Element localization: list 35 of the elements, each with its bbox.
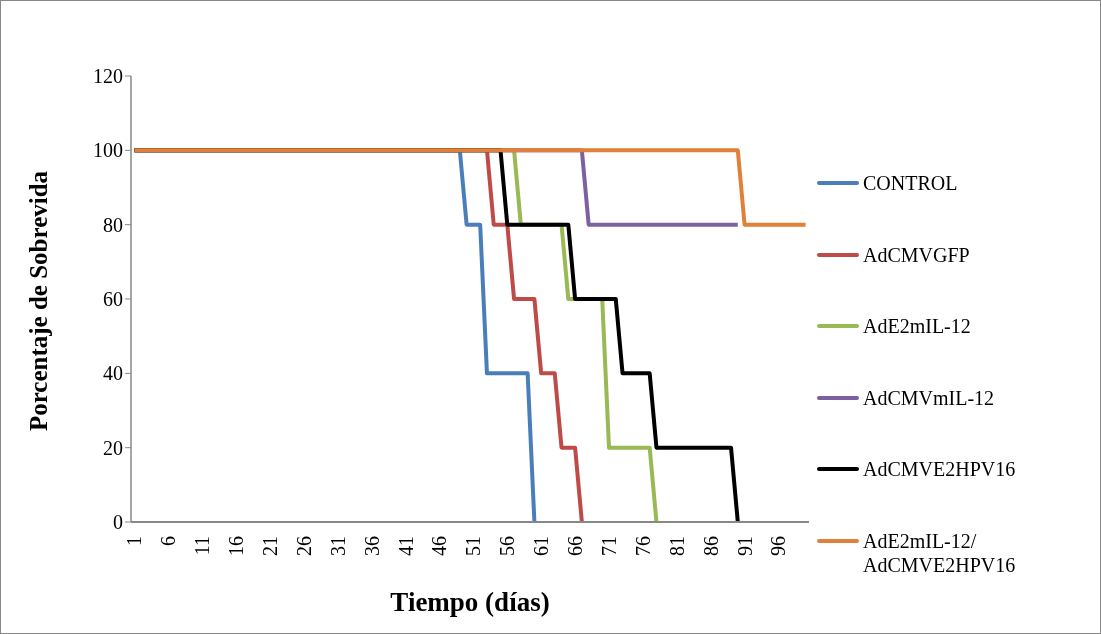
y-tick-label: 40 <box>103 362 123 385</box>
x-tick-label: 31 <box>326 536 349 556</box>
y-tick-label: 80 <box>103 213 123 236</box>
x-tick-label: 56 <box>496 536 519 556</box>
legend-label: AdCMVE2HPV16 <box>863 457 1016 481</box>
x-tick-label: 11 <box>191 536 214 556</box>
x-tick-label: 41 <box>394 536 417 556</box>
x-tick-label: 26 <box>292 536 315 556</box>
x-axis-title: Tiempo (días) <box>389 587 551 618</box>
x-tick-label: 51 <box>462 536 485 556</box>
legend-label: AdE2mIL-12 <box>863 314 971 338</box>
y-tick-label: 100 <box>93 139 123 162</box>
legend-label: CONTROL <box>863 171 958 195</box>
y-tick-label: 20 <box>103 436 123 459</box>
x-tick-label: 71 <box>597 536 620 556</box>
x-tick-label: 36 <box>360 536 383 556</box>
y-tick-label: 60 <box>103 288 123 311</box>
legend-label: AdCMVGFP <box>863 242 970 267</box>
x-tick-label: 46 <box>428 536 451 556</box>
x-tick-label: 76 <box>631 536 654 556</box>
x-tick-label: 91 <box>733 536 756 556</box>
x-tick-label: 66 <box>564 536 587 556</box>
x-tick-label: 96 <box>767 536 790 556</box>
x-tick-label: 16 <box>225 536 248 556</box>
y-tick-label: 0 <box>113 511 123 534</box>
x-tick-label: 61 <box>530 536 553 556</box>
x-tick-label: 1 <box>123 536 146 546</box>
legend-label: AdCMVmIL-12 <box>863 385 995 410</box>
legend-label: AdE2mIL-12/AdCMVE2HPV16 <box>863 528 1016 577</box>
x-tick-label: 81 <box>665 536 688 556</box>
x-tick-label: 6 <box>157 536 180 546</box>
y-tick-label: 120 <box>93 65 123 88</box>
y-axis-title: Porcentaje de Sobrevida <box>25 170 53 432</box>
x-tick-label: 21 <box>258 536 281 556</box>
x-tick-label: 86 <box>699 536 722 556</box>
